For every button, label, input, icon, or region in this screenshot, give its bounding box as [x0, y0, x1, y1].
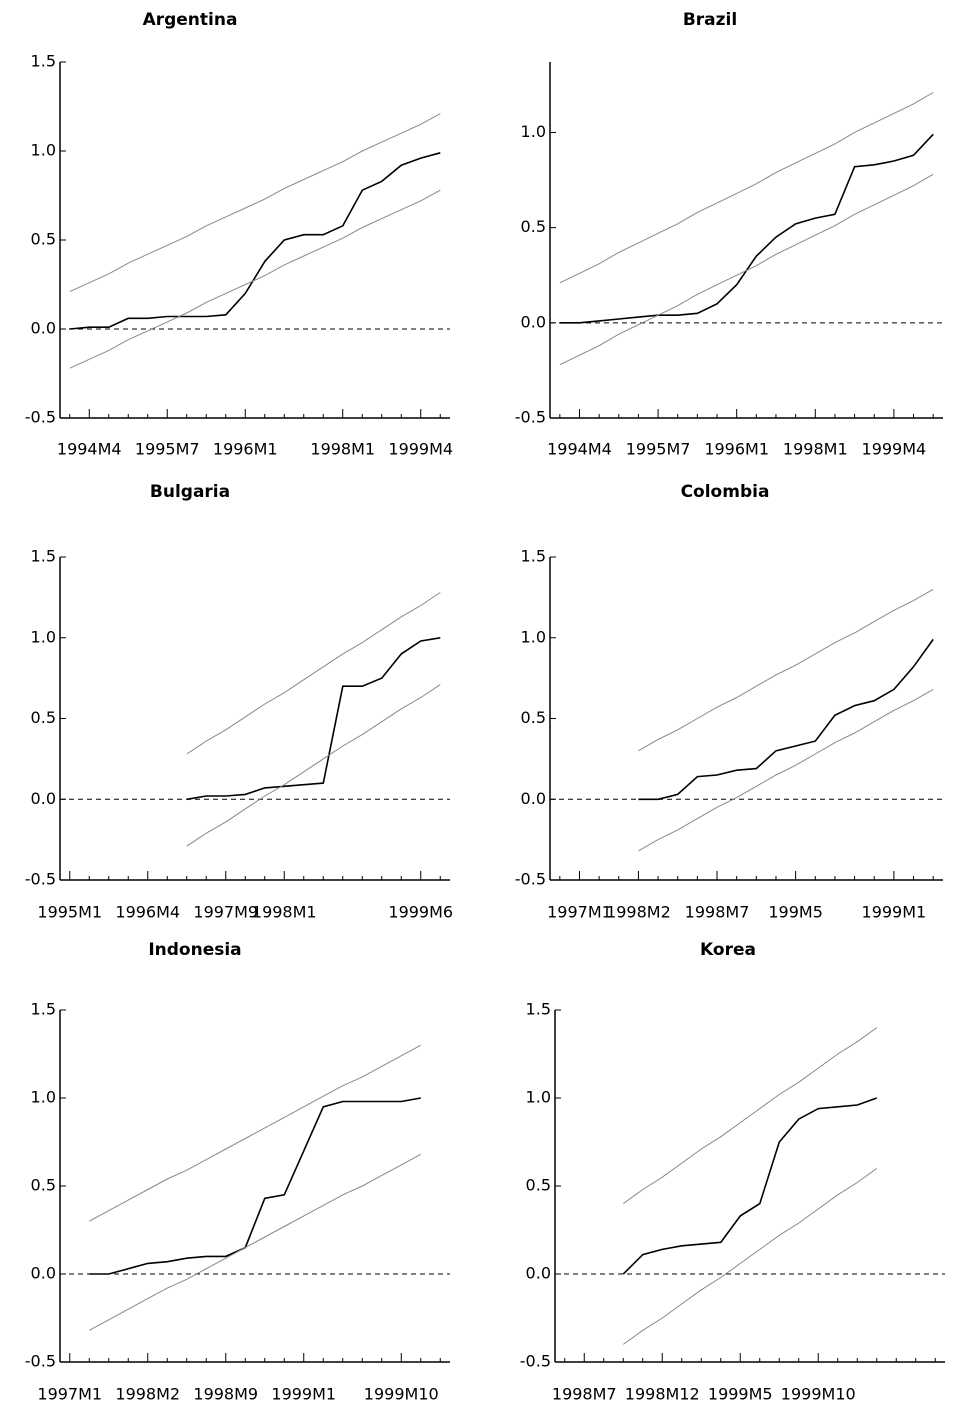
y-tick-label: 1.0 — [31, 1088, 56, 1107]
y-tick-label: 0.5 — [31, 708, 56, 727]
y-tick-label: 0.5 — [521, 708, 546, 727]
y-tick-label: 1.5 — [31, 52, 56, 71]
chart-title: Korea — [700, 940, 756, 960]
x-tick-label: 1998M7 — [685, 903, 750, 922]
y-tick-label: 0.0 — [521, 789, 546, 808]
y-tick-label: 1.5 — [31, 1000, 56, 1019]
y-tick-label: 0.0 — [31, 319, 56, 338]
y-tick-label: 1.0 — [521, 122, 546, 141]
y-tick-label: 0.5 — [526, 1176, 551, 1195]
y-tick-label: 0.5 — [521, 217, 546, 236]
series-line — [638, 588, 934, 752]
x-tick-label: 1998M1 — [783, 440, 848, 459]
series-line — [186, 684, 441, 847]
x-tick-label: 1998M12 — [625, 1385, 700, 1404]
x-tick-label: 1999M4 — [862, 440, 927, 459]
y-tick-label: 1.5 — [526, 1000, 551, 1019]
series-line — [638, 688, 934, 852]
series-line — [559, 92, 934, 284]
series-line — [559, 133, 934, 324]
x-tick-label: 1997M9 — [193, 903, 258, 922]
x-tick-label: 1994M4 — [547, 440, 612, 459]
x-tick-label: 1996M1 — [704, 440, 769, 459]
chart-title: Bulgaria — [150, 482, 230, 502]
x-tick-label: 1997M1 — [547, 903, 612, 922]
series-line — [89, 1097, 421, 1275]
y-tick-label: 1.0 — [31, 627, 56, 646]
series-line — [638, 638, 934, 801]
x-tick-label: 1995M7 — [626, 440, 691, 459]
x-tick-label: 1998M2 — [115, 1385, 180, 1404]
series-line — [559, 173, 934, 366]
x-tick-label: 1999M5 — [708, 1385, 773, 1404]
chart-title: Colombia — [681, 482, 770, 502]
x-tick-label: 1998M7 — [552, 1385, 617, 1404]
y-tick-label: 1.5 — [521, 547, 546, 566]
x-tick-label: 1998M2 — [606, 903, 671, 922]
chart-title: Argentina — [143, 10, 238, 30]
y-tick-label: 0.0 — [31, 789, 56, 808]
x-tick-label: 1999M10 — [781, 1385, 856, 1404]
y-tick-label: -0.5 — [25, 1352, 56, 1371]
y-tick-label: -0.5 — [515, 408, 546, 427]
chart-title: Brazil — [683, 10, 737, 30]
x-tick-label: 1996M1 — [213, 440, 278, 459]
chart-title: Indonesia — [148, 940, 241, 960]
x-tick-label: 1999M10 — [364, 1385, 439, 1404]
y-tick-label: -0.5 — [515, 870, 546, 889]
y-tick-label: 1.0 — [526, 1088, 551, 1107]
x-tick-label: 1999M4 — [388, 440, 453, 459]
series-line — [186, 637, 441, 801]
y-tick-label: 1.0 — [31, 141, 56, 160]
x-tick-label: 199M5 — [768, 903, 823, 922]
series-line — [89, 1044, 422, 1222]
x-tick-label: 1999M1 — [862, 903, 927, 922]
series-line — [69, 152, 441, 330]
series-line — [623, 1167, 878, 1345]
y-tick-label: 0.0 — [526, 1264, 551, 1283]
x-tick-label: 1998M1 — [310, 440, 375, 459]
x-tick-label: 1995M7 — [135, 440, 200, 459]
series-line — [89, 1153, 422, 1331]
x-tick-label: 1998M9 — [193, 1385, 258, 1404]
x-tick-label: 1996M4 — [115, 903, 180, 922]
x-tick-label: 1999M1 — [271, 1385, 336, 1404]
y-tick-label: 1.5 — [31, 547, 56, 566]
series-line — [69, 189, 441, 369]
series-line — [622, 1097, 878, 1275]
y-tick-label: 0.0 — [521, 312, 546, 331]
y-tick-label: 1.0 — [521, 627, 546, 646]
x-tick-label: 1999M6 — [388, 903, 453, 922]
series-line — [69, 113, 441, 293]
x-tick-label: 1994M4 — [57, 440, 122, 459]
y-tick-label: -0.5 — [520, 1352, 551, 1371]
x-tick-label: 1997M1 — [37, 1385, 102, 1404]
x-tick-label: 1998M1 — [252, 903, 317, 922]
y-tick-label: -0.5 — [25, 870, 56, 889]
series-line — [623, 1027, 878, 1205]
y-tick-label: 0.5 — [31, 1176, 56, 1195]
series-line — [186, 592, 441, 755]
y-tick-label: 0.0 — [31, 1264, 56, 1283]
y-tick-label: -0.5 — [25, 408, 56, 427]
x-tick-label: 1995M1 — [37, 903, 102, 922]
y-tick-label: 0.5 — [31, 230, 56, 249]
